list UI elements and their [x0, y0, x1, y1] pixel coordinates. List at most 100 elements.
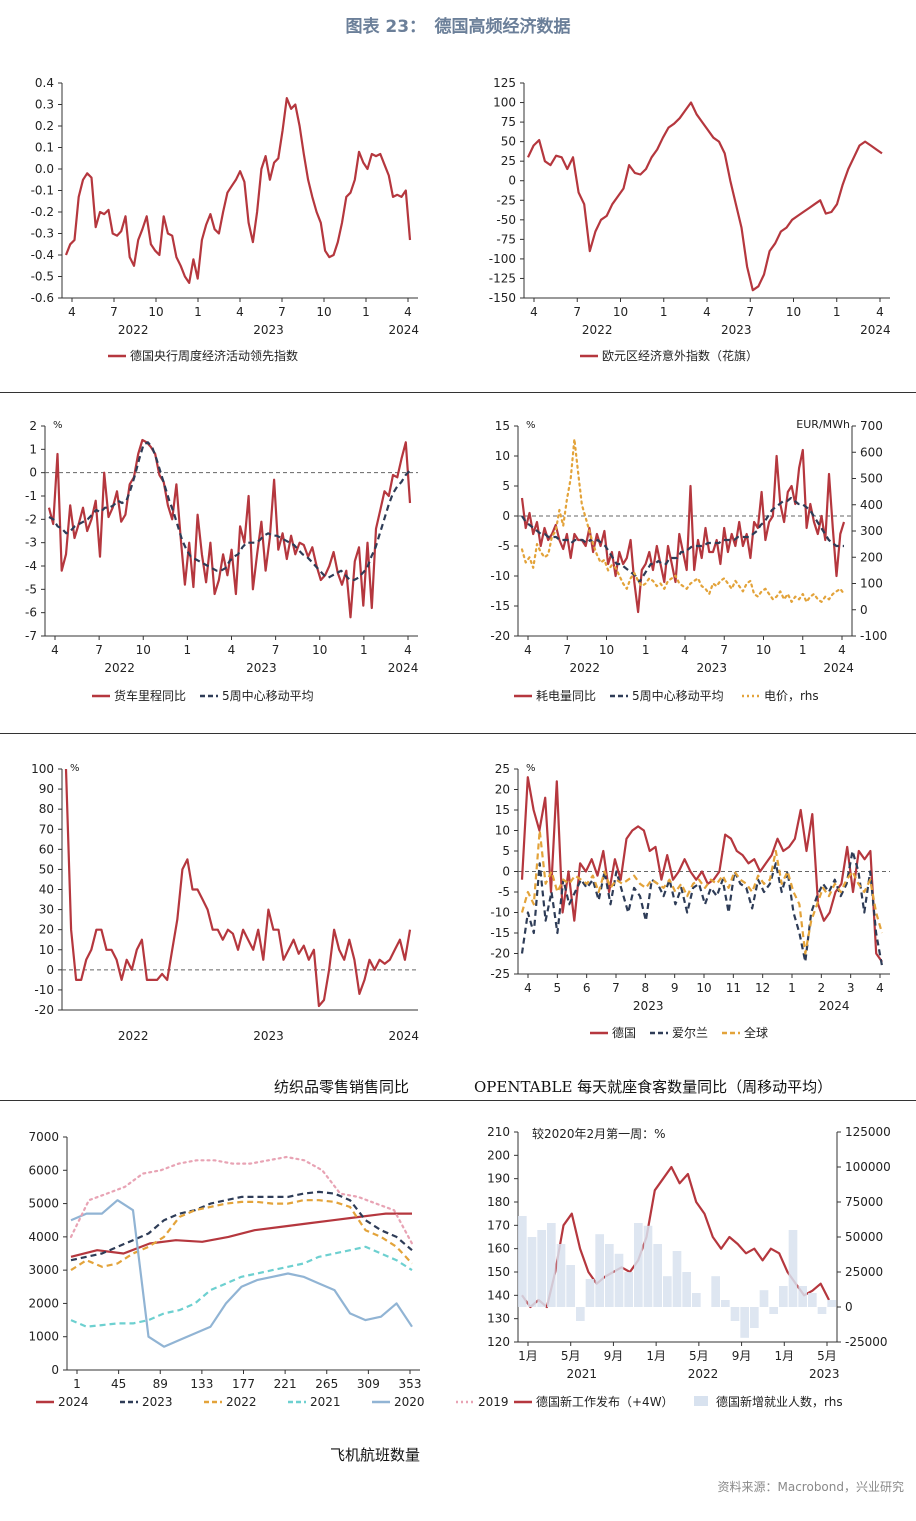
x-tick-label: 1: [194, 305, 202, 319]
x-tick-label: 1: [833, 305, 841, 319]
bar: [566, 1265, 575, 1307]
caption-opentable: OPENTABLE 每天就座食客数量同比（周移动平均）: [474, 1078, 833, 1096]
x-tick-label: 1: [642, 643, 650, 657]
y-tick-label: 5: [502, 479, 510, 493]
y-tick-label: -20: [490, 629, 510, 643]
y-tick-label: 210: [487, 1125, 510, 1139]
x-tick-label: 1: [660, 305, 668, 319]
y2-tick-label: 100000: [845, 1160, 891, 1174]
y-tick-label: 1000: [28, 1330, 59, 1344]
y2-tick-label: 100: [860, 577, 883, 591]
unit-label: %: [526, 420, 536, 431]
y-tick-label: 40: [39, 883, 54, 897]
y-tick-label: -75: [496, 232, 516, 246]
x-tick-label: 4: [51, 643, 59, 657]
y-tick-label: 0.0: [35, 162, 54, 176]
x-tick-label: 11: [726, 981, 741, 995]
year-label: 2024: [388, 323, 419, 337]
y-tick-label: -4: [25, 559, 37, 573]
x-tick-label: 1: [360, 643, 368, 657]
bar: [663, 1276, 672, 1307]
bar: [798, 1286, 807, 1307]
y-tick-label: 25: [495, 762, 510, 776]
x-tick-label: 10: [316, 305, 331, 319]
y-tick-label: 200: [487, 1148, 510, 1162]
y-tick-label: 0: [51, 1363, 59, 1377]
series-line: [521, 1165, 830, 1309]
y-tick-label: 5: [502, 844, 510, 858]
y2-tick-label: 500: [860, 472, 883, 486]
y-tick-label: 15: [495, 419, 510, 433]
year-label: 2024: [388, 1029, 419, 1043]
y-tick-label: -6: [25, 606, 37, 620]
x-tick-label: 10: [613, 305, 628, 319]
x-tick-label: 5月: [561, 1349, 581, 1363]
bar: [721, 1300, 730, 1307]
x-tick-label: 7: [95, 643, 103, 657]
legend-label: 5周中心移动平均: [632, 688, 724, 703]
x-tick-label: 9月: [732, 1349, 752, 1363]
y-tick-label: 170: [487, 1218, 510, 1232]
y-tick-label: 5000: [28, 1197, 59, 1211]
bar: [653, 1244, 662, 1307]
y2-tick-label: 200: [860, 550, 883, 564]
y-tick-label: 60: [39, 842, 54, 856]
bar: [711, 1276, 720, 1307]
x-tick-label: 10: [786, 305, 801, 319]
year-label: 2023: [696, 661, 727, 675]
bar: [759, 1290, 769, 1307]
series-line: [527, 101, 883, 292]
y-tick-label: 120: [487, 1335, 510, 1349]
bar: [827, 1300, 836, 1307]
x-tick-label: 7: [272, 643, 280, 657]
x-tick-label: 7: [563, 643, 571, 657]
year-label: 2024: [823, 661, 854, 675]
x-tick-label: 4: [876, 981, 884, 995]
y-tick-label: 130: [487, 1312, 510, 1326]
y-tick-label: -20: [34, 1003, 54, 1017]
x-tick-label: 4: [524, 643, 532, 657]
x-tick-label: 4: [703, 305, 711, 319]
y-tick-label: 80: [39, 802, 54, 816]
legend-label: 德国: [612, 1025, 636, 1040]
y2-tick-label: 125000: [845, 1125, 891, 1139]
y-tick-label: 0: [502, 865, 510, 879]
chart-title: 较2020年2月第一周：%: [532, 1126, 666, 1141]
x-tick-label: 4: [404, 643, 412, 657]
bar: [518, 1216, 527, 1307]
bar: [576, 1307, 585, 1321]
series-line: [47, 438, 412, 619]
x-tick-label: 10: [148, 305, 163, 319]
x-tick-label: 45: [111, 1377, 126, 1391]
y-tick-label: 0.2: [35, 119, 54, 133]
bar: [730, 1307, 740, 1321]
y-tick-label: -5: [25, 582, 37, 596]
y-tick-label: -0.4: [31, 248, 54, 262]
y-tick-label: 6000: [28, 1163, 59, 1177]
legend-label: 爱尔兰: [672, 1025, 708, 1040]
y-tick-label: -3: [25, 536, 37, 550]
y-tick-label: 0: [46, 963, 54, 977]
y-tick-label: -25: [496, 193, 516, 207]
y-tick-label: -15: [490, 599, 510, 613]
year-label: 2023: [253, 1029, 284, 1043]
x-tick-label: 5月: [817, 1349, 837, 1363]
y-tick-label: 0.3: [35, 98, 54, 112]
unit-label: %: [526, 763, 536, 774]
x-tick-label: 4: [236, 305, 244, 319]
bar: [595, 1234, 604, 1307]
legend-label: 欧元区经济意外指数（花旗）: [602, 348, 758, 363]
x-tick-label: 7: [573, 305, 581, 319]
y-tick-label: 100: [493, 96, 516, 110]
x-tick-label: 7: [746, 305, 754, 319]
bar: [537, 1230, 546, 1307]
y-tick-label: -10: [490, 906, 510, 920]
bar: [740, 1307, 749, 1338]
y-tick-label: -100: [489, 252, 516, 266]
y-tick-label: -7: [25, 629, 37, 643]
y-tick-label: 10: [495, 449, 510, 463]
x-tick-label: 4: [404, 305, 412, 319]
y-tick-label: 1: [29, 442, 37, 456]
y2-tick-label: 600: [860, 445, 883, 459]
y2-tick-label: 0: [845, 1300, 853, 1314]
